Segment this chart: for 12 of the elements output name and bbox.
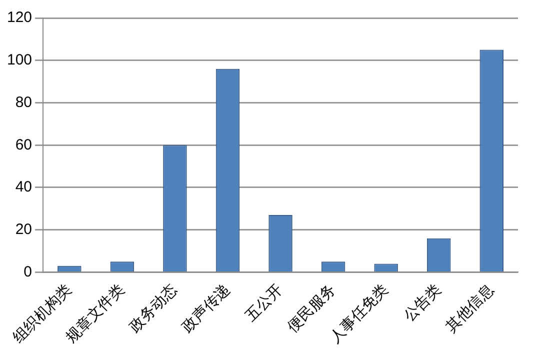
y-tick-label: 100 (6, 52, 32, 69)
x-tick-label: 政声传递 (178, 280, 234, 336)
x-tick-label: 政务动态 (125, 280, 181, 336)
x-tick-label: 公告类 (400, 280, 444, 325)
y-tick-label: 80 (15, 94, 32, 111)
y-tick-label: 60 (15, 136, 32, 154)
y-tick-label: 0 (24, 263, 32, 280)
y-tick-label: 40 (15, 178, 32, 196)
y-tick-label: 20 (15, 221, 32, 238)
y-tick-label: 120 (6, 9, 32, 26)
x-tick-label: 其他信息 (442, 280, 498, 336)
x-tick-label: 五公开 (242, 280, 286, 325)
